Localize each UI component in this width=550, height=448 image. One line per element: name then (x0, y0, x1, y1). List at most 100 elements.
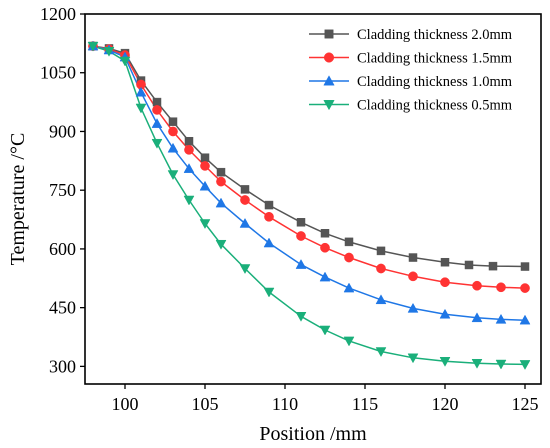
data-point (471, 358, 483, 369)
data-point (239, 217, 251, 228)
data-point (216, 176, 226, 187)
data-point (344, 252, 354, 263)
y-tick-label: 1200 (40, 4, 76, 24)
data-point (87, 41, 99, 52)
legend-marker-1 (323, 52, 335, 63)
data-point (520, 283, 530, 293)
data-point (519, 314, 531, 325)
data-point (183, 195, 195, 206)
y-tick-label: 1050 (40, 63, 76, 83)
legend-marker-3 (323, 100, 335, 111)
data-point (519, 360, 531, 370)
y-tick-label: 900 (49, 121, 76, 141)
data-point (184, 145, 194, 155)
x-tick-label: 110 (272, 394, 298, 414)
x-tick-label: 120 (432, 394, 459, 414)
data-point (151, 138, 163, 149)
y-tick-label: 450 (49, 298, 76, 318)
data-point (408, 271, 418, 282)
data-point (376, 246, 386, 256)
data-point (344, 237, 354, 247)
plot-frame (84, 13, 542, 385)
legend-marker-2 (323, 75, 335, 86)
data-point (239, 264, 251, 275)
data-point (439, 357, 451, 367)
data-point (407, 353, 419, 364)
data-point (408, 253, 418, 262)
series-lines (92, 45, 526, 366)
legend-label: Cladding thickness 0.5mm (357, 98, 513, 114)
data-point (495, 313, 507, 324)
y-tick-label: 600 (49, 239, 76, 259)
legend: Cladding thickness 2.0mm Cladding thickne… (309, 27, 513, 114)
data-point (184, 136, 194, 146)
data-point (495, 359, 507, 370)
data-point (263, 287, 275, 298)
data-point (200, 153, 210, 162)
series-line-2 (92, 45, 526, 321)
data-point (440, 277, 450, 288)
data-point (168, 117, 178, 126)
data-point (199, 180, 211, 191)
data-point (151, 118, 163, 128)
data-point (343, 282, 355, 293)
data-point (135, 86, 147, 97)
data-point (407, 302, 419, 313)
legend-label: Cladding thickness 2.0mm (357, 27, 513, 43)
data-point (119, 56, 131, 67)
y-tick-label: 300 (49, 356, 76, 376)
data-point (376, 263, 386, 274)
data-point (343, 336, 355, 347)
data-point (471, 312, 483, 323)
x-tick-label: 100 (112, 394, 139, 414)
data-point (375, 347, 387, 358)
data-point (319, 325, 331, 336)
data-point (216, 167, 226, 177)
series-line-1 (92, 45, 526, 289)
y-tick-label: 750 (49, 180, 76, 200)
data-point (240, 185, 250, 194)
data-point (472, 280, 482, 291)
axes: 100 105 110 115 120 125 300 450 600 750 900 1050 120… (40, 4, 539, 414)
data-point (295, 259, 307, 269)
x-tick-label: 125 (512, 394, 539, 414)
data-point (439, 308, 451, 319)
data-point (295, 312, 307, 322)
data-point (264, 211, 274, 222)
x-tick-label: 105 (192, 394, 219, 414)
data-point (167, 170, 179, 181)
data-point (440, 257, 450, 267)
data-point (152, 105, 162, 115)
legend-marker-0 (324, 29, 334, 39)
data-point (135, 103, 147, 114)
data-point (200, 161, 210, 171)
data-point (464, 260, 474, 270)
data-point (263, 237, 275, 248)
x-axis-title: Position /mm (259, 423, 367, 445)
data-point (296, 231, 306, 241)
data-point (488, 261, 498, 271)
data-point (152, 97, 162, 107)
data-point (103, 46, 115, 57)
data-point (520, 262, 530, 271)
data-point (375, 294, 387, 305)
data-point (264, 200, 274, 210)
data-point (496, 282, 506, 293)
data-point (296, 218, 306, 227)
data-point (320, 242, 330, 253)
data-point (168, 126, 178, 137)
data-point (240, 195, 250, 205)
legend-label: Cladding thickness 1.0mm (357, 74, 513, 90)
data-point (319, 271, 331, 282)
data-point (215, 239, 227, 250)
data-point (183, 163, 195, 173)
series-line-3 (92, 45, 526, 366)
y-axis-title: Temperature /°C (7, 133, 29, 266)
data-point (215, 197, 227, 208)
data-point (167, 142, 179, 153)
series-markers (87, 40, 531, 370)
x-tick-label: 115 (352, 394, 378, 414)
legend-label: Cladding thickness 1.5mm (357, 51, 513, 67)
data-point (199, 219, 211, 229)
